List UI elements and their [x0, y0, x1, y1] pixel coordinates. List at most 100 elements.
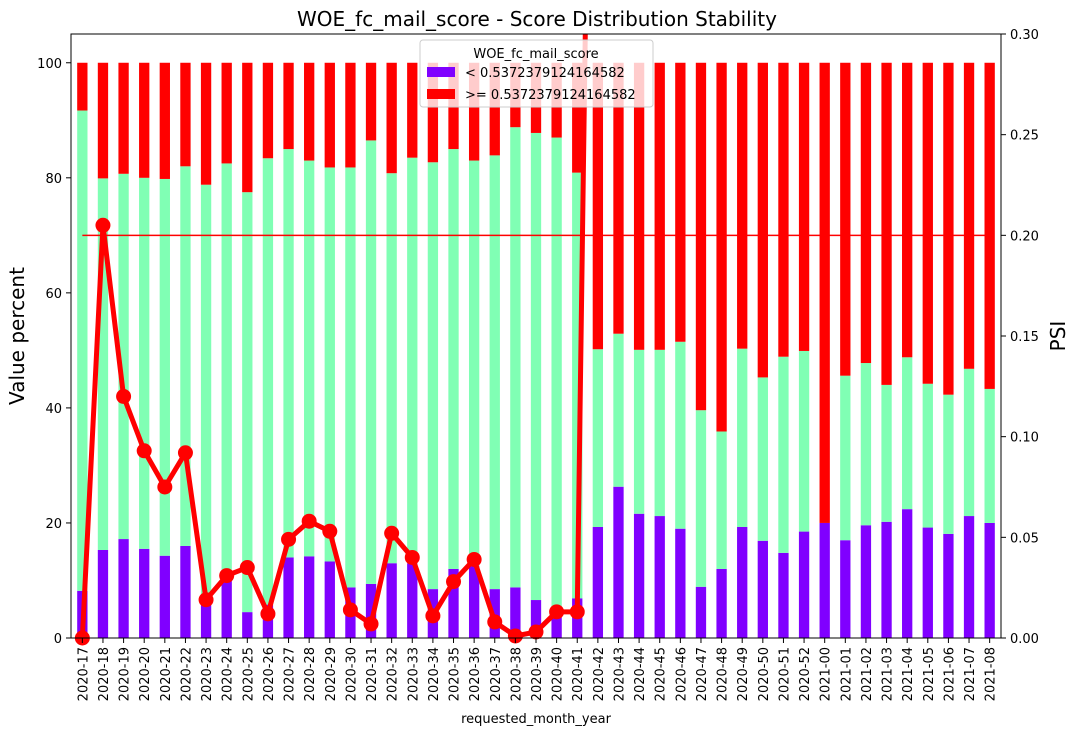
legend: WOE_fc_mail_score < 0.5372379124164582 >… [419, 39, 654, 108]
bar-segment-2 [77, 62, 88, 111]
bar-segment-1 [984, 388, 995, 523]
x-tick-label: 2020-41 [571, 647, 586, 701]
legend-swatch-low [427, 67, 455, 77]
bar-segment-2 [221, 62, 232, 164]
x-tick-label: 2020-26 [262, 647, 277, 701]
bar-segment-1 [633, 349, 645, 514]
bar-segment-2 [798, 62, 810, 351]
bar-segment-2 [407, 62, 418, 158]
bar-segment-2 [984, 62, 995, 389]
bar-segment-0 [798, 531, 810, 638]
psi-point [384, 525, 400, 541]
bar-segment-0 [139, 548, 150, 638]
bar-segment-1 [200, 184, 212, 595]
x-tick-label: 2020-23 [200, 647, 215, 701]
y2-tick-label: 0.00 [1010, 632, 1039, 647]
bar-segment-2 [881, 62, 892, 385]
bar-segment-1 [77, 110, 88, 591]
bar-segment-0 [737, 526, 748, 638]
x-tick-label: 2020-24 [221, 647, 236, 701]
psi-point [136, 443, 152, 459]
bar-segment-0 [922, 527, 933, 638]
x-axis: 2020-17 2020-18 2020-19 2020-20 2020-21 2020-… [76, 638, 999, 701]
bar-segment-2 [840, 62, 851, 376]
psi-point [549, 604, 565, 620]
bar-segment-0 [757, 540, 768, 638]
x-tick-label: 2020-28 [303, 647, 318, 701]
bar-segment-2 [695, 62, 707, 411]
bar-segment-2 [819, 62, 830, 523]
bar-segment-2 [757, 62, 768, 378]
psi-point [95, 217, 111, 233]
x-tick-label: 2020-37 [489, 647, 504, 701]
y2-axis-label: PSI [1046, 321, 1070, 352]
bar-segment-1 [840, 375, 851, 541]
bar-segment-2 [902, 62, 913, 358]
x-tick-label: 2020-47 [695, 647, 710, 701]
bar-segment-1 [551, 137, 562, 609]
bar-segment-1 [613, 333, 624, 487]
x-tick-label: 2021-04 [901, 647, 916, 701]
x-tick-label: 2020-27 [283, 647, 298, 701]
bar-segment-1 [345, 167, 356, 588]
bar-segment-2 [654, 62, 665, 350]
x-tick-label: 2020-19 [118, 647, 133, 701]
bar-segment-1 [468, 160, 480, 567]
bar-segment-0 [97, 549, 109, 638]
x-tick-label: 2020-35 [448, 647, 463, 701]
bar-segment-2 [118, 62, 129, 174]
x-tick-label: 2020-51 [777, 647, 792, 701]
x-tick-label: 2020-49 [736, 647, 751, 701]
x-axis-label: requested_month_year [461, 712, 612, 727]
bar-segment-2 [860, 62, 872, 364]
bar-segment-0 [304, 556, 315, 638]
x-tick-label: 2021-07 [963, 647, 978, 701]
x-tick-label: 2020-22 [179, 647, 194, 701]
bar-segment-2 [613, 62, 624, 334]
bar-segment-1 [139, 177, 150, 549]
bar-segment-0 [221, 577, 232, 638]
psi-point [363, 616, 379, 632]
bar-segment-2 [943, 62, 954, 395]
bar-segment-0 [695, 586, 707, 638]
x-tick-label: 2020-46 [674, 647, 689, 701]
x-tick-label: 2020-38 [509, 647, 524, 701]
bar-segment-1 [262, 158, 274, 605]
bar-segment-2 [633, 62, 645, 350]
bar-segment-1 [283, 149, 294, 558]
y-axis-label: Value percent [5, 267, 29, 405]
bar-segment-2 [427, 62, 439, 163]
bar-segment-1 [118, 173, 129, 540]
y-tick-label: 40 [45, 402, 62, 417]
x-tick-label: 2020-17 [76, 647, 91, 701]
bar-segment-0 [675, 528, 686, 638]
psi-point [260, 606, 276, 622]
psi-point [322, 523, 338, 539]
bar-segment-1 [407, 157, 418, 564]
bars-layer [77, 62, 995, 638]
bar-segment-1 [324, 167, 335, 562]
bar-segment-2 [304, 62, 315, 161]
y2-tick-label: 0.10 [1010, 431, 1039, 446]
x-tick-label: 2020-43 [612, 647, 627, 701]
bar-segment-1 [654, 349, 665, 517]
bar-segment-2 [778, 62, 789, 357]
psi-point [569, 604, 585, 620]
right-axis: 0.00 0.05 0.10 0.15 0.20 0.25 0.30 [1001, 28, 1039, 647]
bar-segment-0 [407, 563, 418, 638]
bar-segment-0 [180, 545, 191, 638]
bar-segment-1 [592, 349, 604, 527]
bar-segment-1 [304, 160, 315, 557]
x-tick-label: 2020-20 [138, 647, 153, 701]
bar-segment-2 [716, 62, 727, 432]
bar-segment-0 [283, 557, 294, 638]
bar-segment-0 [489, 589, 500, 638]
bar-segment-0 [654, 516, 665, 638]
x-tick-label: 2020-30 [344, 647, 359, 701]
legend-label-high: >= 0.5372379124164582 [465, 88, 636, 103]
bar-segment-0 [324, 561, 335, 638]
x-tick-label: 2021-03 [881, 647, 896, 701]
x-tick-label: 2021-00 [819, 647, 834, 701]
psi-point [281, 531, 297, 547]
bar-segment-1 [860, 363, 872, 526]
